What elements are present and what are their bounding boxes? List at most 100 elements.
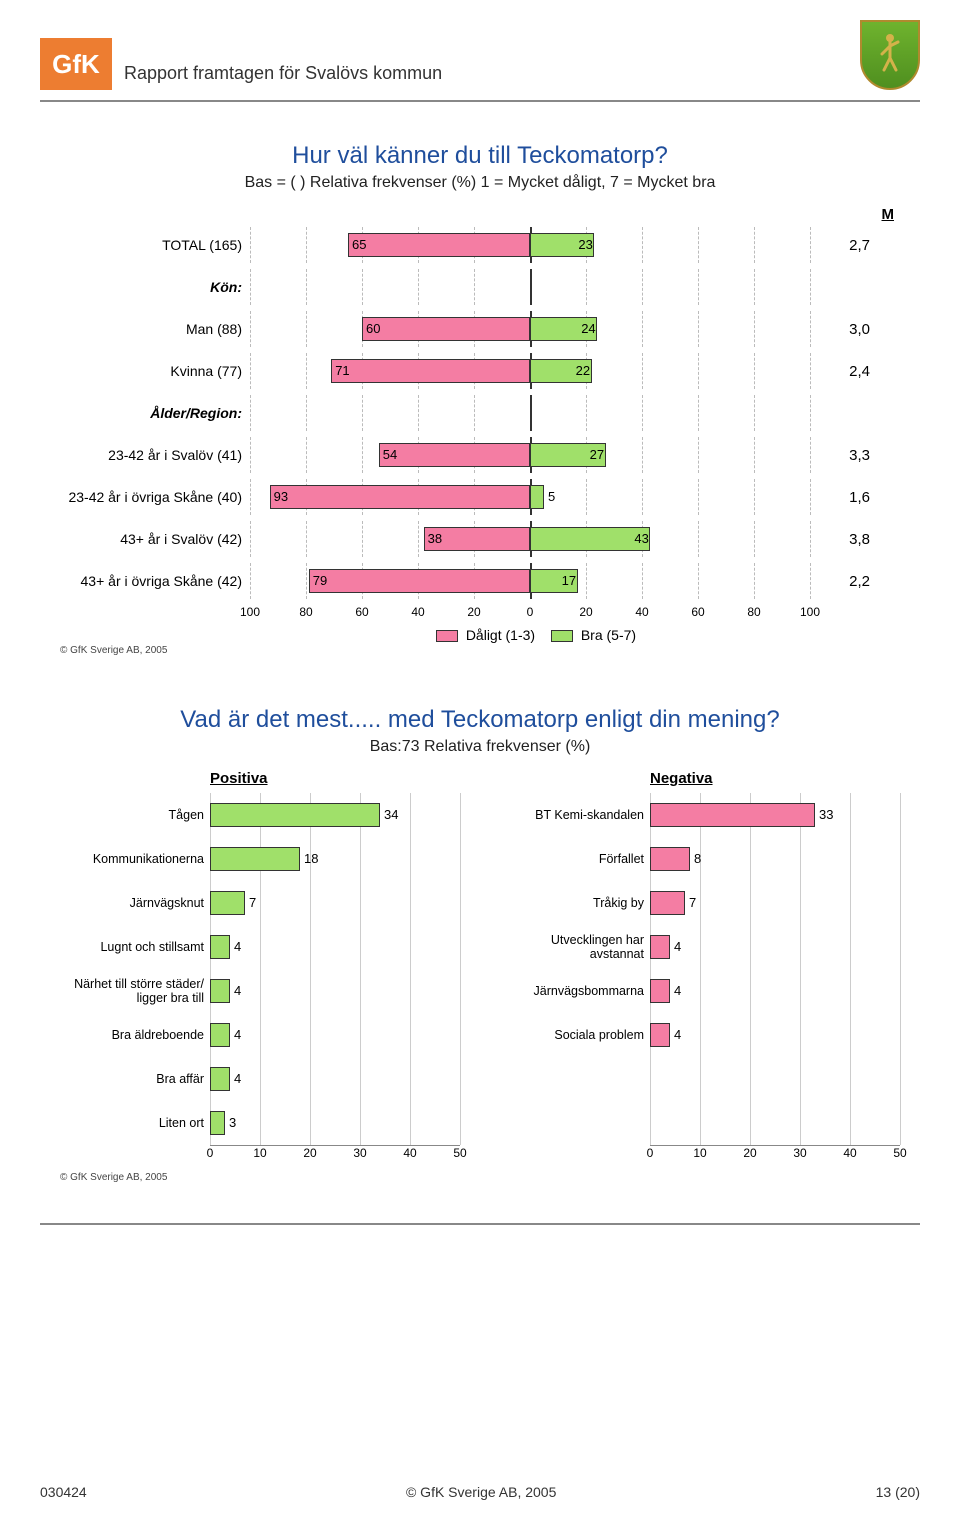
divbar-plot: 5427 <box>250 437 810 473</box>
divbar-plot <box>250 269 810 305</box>
hbar-value: 4 <box>674 939 681 954</box>
hbar-value: 8 <box>694 851 701 866</box>
hbar-label: Järnvägsknut <box>60 896 210 910</box>
bar-neg-value: 38 <box>428 531 442 546</box>
divbar-label: Kön: <box>60 279 250 295</box>
hbar-value: 4 <box>234 1071 241 1086</box>
hbar-plot: 7 <box>650 881 900 925</box>
hbar-label: Bra äldreboende <box>60 1028 210 1042</box>
footer-rule <box>40 1223 920 1225</box>
hbar-bar <box>210 847 300 871</box>
hbar-label: Närhet till större städer/ ligger bra ti… <box>60 977 210 1005</box>
hbar-row: Bra äldreboende4 <box>60 1013 460 1057</box>
bar-pos-value: 24 <box>581 321 595 336</box>
hbar-value: 4 <box>674 1027 681 1042</box>
hbar-row: Sociala problem4 <box>500 1013 900 1057</box>
x-tick-label: 80 <box>747 605 760 619</box>
hbar-bar <box>210 979 230 1003</box>
divbar-label: TOTAL (165) <box>60 237 250 253</box>
divbar-mean: 3,0 <box>810 321 870 338</box>
hbar-label: Tråkig by <box>500 896 650 910</box>
hbar-plot: 4 <box>210 925 460 969</box>
divbar-mean: 3,3 <box>810 447 870 464</box>
hbar-plot: 4 <box>650 925 900 969</box>
divbar-row: Man (88)60243,0 <box>60 311 900 347</box>
hbar-row: Bra affär4 <box>60 1057 460 1101</box>
bar-pos-value: 43 <box>634 531 648 546</box>
divbar-label: 43+ år i övriga Skåne (42) <box>60 573 250 589</box>
divbar-mean: 2,7 <box>810 237 870 254</box>
divbar-plot: 6523 <box>250 227 810 263</box>
hbar-plot: 4 <box>210 969 460 1013</box>
bar-neg-value: 93 <box>274 489 288 504</box>
chart-dual-hbar: Vad är det mest..... med Teckomatorp enl… <box>60 706 900 1183</box>
hbar-plot: 34 <box>210 793 460 837</box>
bar-neg-value: 60 <box>366 321 380 336</box>
divbar-plot: 60 24 <box>250 311 810 347</box>
x-tick-label: 20 <box>743 1146 756 1160</box>
divbar-row: Ålder/Region: <box>60 395 900 431</box>
hbar-row <box>500 1101 900 1145</box>
x-tick-label: 100 <box>240 605 260 619</box>
divbar-row: TOTAL (165)65232,7 <box>60 227 900 263</box>
bar-pos-value: 22 <box>576 363 590 378</box>
divbar-row: 43+ år i övriga Skåne (42)79172,2 <box>60 563 900 599</box>
municipality-crest <box>860 20 920 90</box>
hbar-value: 34 <box>384 807 398 822</box>
hbar-row: Närhet till större städer/ ligger bra ti… <box>60 969 460 1013</box>
hbar-bar <box>650 891 685 915</box>
hbar-bar <box>650 979 670 1003</box>
x-tick-label: 0 <box>647 1146 654 1160</box>
bar-negative <box>379 443 530 467</box>
gfk-logo: GfK <box>40 38 112 90</box>
divbar-plot <box>250 395 810 431</box>
bar-neg-value: 65 <box>352 237 366 252</box>
positive-head: Positiva <box>210 770 460 787</box>
page-footer: 030424 © GfK Sverige AB, 2005 13 (20) <box>40 1484 920 1500</box>
divbar-row: 23-42 år i Svalöv (41)54273,3 <box>60 437 900 473</box>
x-tick-label: 40 <box>411 605 424 619</box>
legend-swatch-neg <box>436 630 458 642</box>
hbar-plot <box>650 1101 900 1145</box>
hbar-value: 4 <box>234 939 241 954</box>
hbar-label: Utvecklingen har avstannat <box>500 933 650 961</box>
hbar-row: Kommunikationerna18 <box>60 837 460 881</box>
bar-neg-value: 54 <box>383 447 397 462</box>
hbar-plot: 4 <box>650 969 900 1013</box>
x-tick-label: 10 <box>253 1146 266 1160</box>
x-tick-label: 20 <box>579 605 592 619</box>
hbar-row: Utvecklingen har avstannat 4 <box>500 925 900 969</box>
hbar-plot <box>650 1057 900 1101</box>
x-tick-label: 40 <box>635 605 648 619</box>
chart1-legend: Dåligt (1-3) Bra (5-7) <box>160 627 900 643</box>
x-tick-label: 80 <box>299 605 312 619</box>
positive-x-axis: 01020304050 <box>210 1146 460 1164</box>
hbar-value: 3 <box>229 1115 236 1130</box>
chart1-subtitle: Bas = ( ) Relativa frekvenser (%) 1 = My… <box>60 174 900 192</box>
bar-positive <box>530 485 544 509</box>
hbar-value: 4 <box>674 983 681 998</box>
x-tick-label: 40 <box>403 1146 416 1160</box>
x-tick-label: 100 <box>800 605 820 619</box>
footer-right: 13 (20) <box>876 1484 920 1500</box>
bar-neg-value: 79 <box>313 573 327 588</box>
x-tick-label: 20 <box>467 605 480 619</box>
bar-neg-value: 71 <box>335 363 349 378</box>
footer-center: © GfK Sverige AB, 2005 <box>406 1484 556 1500</box>
x-tick-label: 60 <box>691 605 704 619</box>
bar-pos-value: 5 <box>548 489 555 504</box>
divbar-label: 43+ år i Svalöv (42) <box>60 531 250 547</box>
hbar-bar <box>650 847 690 871</box>
hbar-bar <box>210 803 380 827</box>
hbar-value: 18 <box>304 851 318 866</box>
hbar-plot: 4 <box>210 1057 460 1101</box>
hbar-bar <box>210 1111 225 1135</box>
divbar-mean: 3,8 <box>810 531 870 548</box>
bar-negative <box>348 233 530 257</box>
divbar-label: 23-42 år i Svalöv (41) <box>60 447 250 463</box>
hbar-plot: 4 <box>650 1013 900 1057</box>
hbar-row: Järnvägsknut7 <box>60 881 460 925</box>
divbar-label: Ålder/Region: <box>60 405 250 421</box>
hbar-row <box>500 1057 900 1101</box>
bar-pos-value: 17 <box>562 573 576 588</box>
